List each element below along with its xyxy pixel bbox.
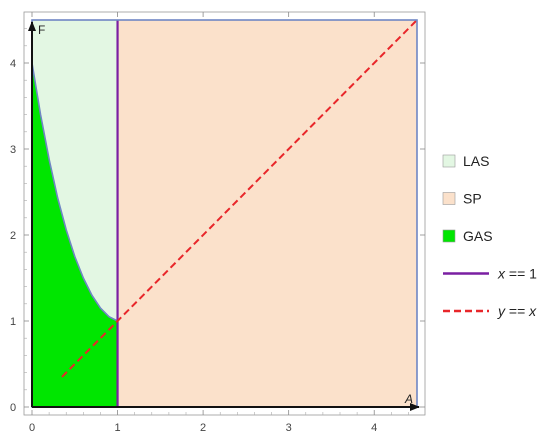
y-tick: 4: [10, 58, 425, 70]
legend-swatch: [442, 154, 456, 168]
legend-label: y == x: [497, 303, 537, 319]
x-tick: 4: [371, 12, 377, 434]
legend-entry: LAS: [442, 153, 489, 169]
legend-label: x == 1: [497, 266, 537, 282]
legend-label: GAS: [463, 228, 493, 244]
axes: AF: [28, 21, 420, 411]
x-tick-label: 0: [29, 422, 35, 434]
outer-frame: [23, 11, 426, 416]
y-tick-label: 4: [10, 58, 16, 70]
y-tick-label: 1: [10, 316, 16, 328]
x-tick: 1: [114, 12, 121, 434]
legend-swatch: [442, 229, 456, 243]
legend-label: LAS: [463, 153, 489, 169]
stability-boundary-curve: [31, 62, 118, 322]
y-tick-label: 2: [10, 230, 16, 242]
y-tick: 0: [10, 402, 425, 414]
y-tick-label: 0: [10, 402, 16, 414]
region-sp: [117, 20, 418, 407]
legend-entry: y == x: [443, 303, 537, 319]
line-y-equals-x: [61, 19, 418, 378]
legend-swatch: [442, 192, 456, 205]
x-tick: 3: [286, 12, 292, 434]
regions-layer: [32, 20, 418, 407]
legend-entry: x == 1: [443, 266, 537, 282]
x-tick-label: 2: [200, 422, 206, 434]
x-tick-label: 1: [114, 422, 120, 434]
ticks: 0 1 2 3 4 0 1 2 3 4: [10, 12, 425, 434]
y-tick: 1: [10, 316, 425, 328]
legend-label: SP: [463, 191, 482, 207]
legend-entry: GAS: [442, 228, 493, 244]
y-tick: 3: [10, 144, 425, 156]
y-tick-label: 3: [10, 144, 16, 156]
x-tick-label: 3: [286, 422, 292, 434]
lines-layer: [31, 19, 418, 407]
x-tick: 2: [200, 12, 206, 434]
x-tick: 0: [29, 12, 35, 434]
y-tick: 2: [10, 230, 425, 242]
x-axis-label: A: [404, 392, 413, 406]
legend: LAS SP GAS x == 1 y == x: [442, 153, 537, 319]
x-tick-label: 4: [371, 422, 377, 434]
region-gas: [32, 63, 118, 407]
legend-entry: SP: [442, 191, 482, 207]
y-axis-label: F: [38, 23, 45, 37]
